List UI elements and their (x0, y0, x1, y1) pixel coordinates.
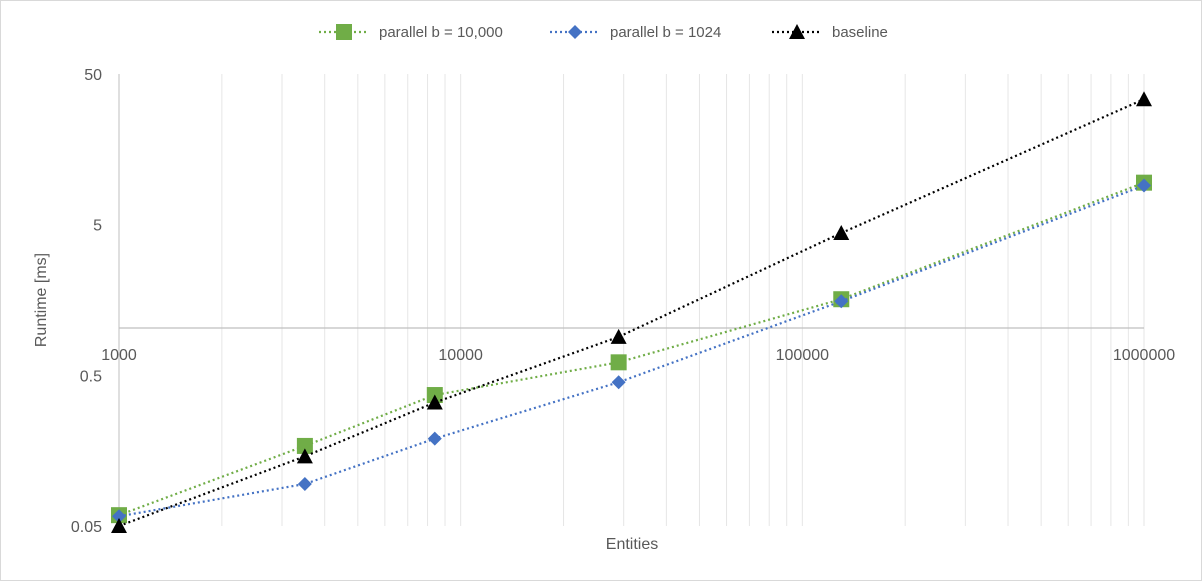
legend-marker (789, 24, 805, 39)
y-axis-label: Runtime [ms] (33, 253, 50, 347)
x-tick-labels: 1000 10000 100000 1000000 (101, 347, 1175, 364)
series-line (118, 98, 1145, 528)
y-tick-label: 0.05 (71, 519, 102, 536)
legend-label: parallel b = 1024 (610, 24, 721, 41)
data-point (112, 509, 126, 524)
data-point (1137, 178, 1151, 193)
legend-label: parallel b = 10,000 (379, 24, 503, 41)
x-axis-label: Entities (606, 536, 658, 553)
legend-item: parallel b = 10,000 (319, 24, 503, 41)
legend-item: baseline (772, 24, 888, 41)
data-point (833, 225, 850, 241)
data-point (1136, 91, 1152, 107)
gridlines (221, 74, 1145, 526)
data-point (297, 477, 312, 492)
data-point (427, 431, 442, 446)
data-point (426, 394, 443, 410)
x-tick-label: 100000 (776, 347, 829, 364)
x-tick-label: 1000 (101, 347, 137, 364)
data-point (296, 448, 313, 464)
series-parallel-b-1024 (112, 178, 1151, 524)
data-point (610, 354, 627, 371)
data-point (111, 518, 127, 533)
data-point (296, 437, 313, 454)
legend-label: baseline (832, 24, 888, 41)
series-group (111, 91, 1152, 533)
data-point (611, 375, 626, 390)
data-point (610, 328, 627, 344)
x-tick-label: 10000 (438, 347, 483, 364)
legend: parallel b = 10,000 parallel b = 1024 base… (319, 24, 888, 41)
series-line (118, 181, 1145, 517)
series-parallel-b-10-000 (111, 174, 1152, 524)
data-point (834, 294, 849, 309)
y-tick-labels: 0.05 0.5 5 50 (71, 67, 102, 536)
legend-marker (568, 25, 582, 39)
y-tick-label: 0.5 (80, 368, 102, 385)
series-baseline (111, 91, 1152, 533)
series-line (118, 184, 1145, 518)
legend-marker (336, 24, 352, 40)
x-tick-label: 1000000 (1113, 347, 1175, 364)
y-tick-label: 5 (93, 218, 102, 235)
y-tick-label: 50 (84, 67, 102, 84)
legend-item: parallel b = 1024 (550, 24, 721, 41)
